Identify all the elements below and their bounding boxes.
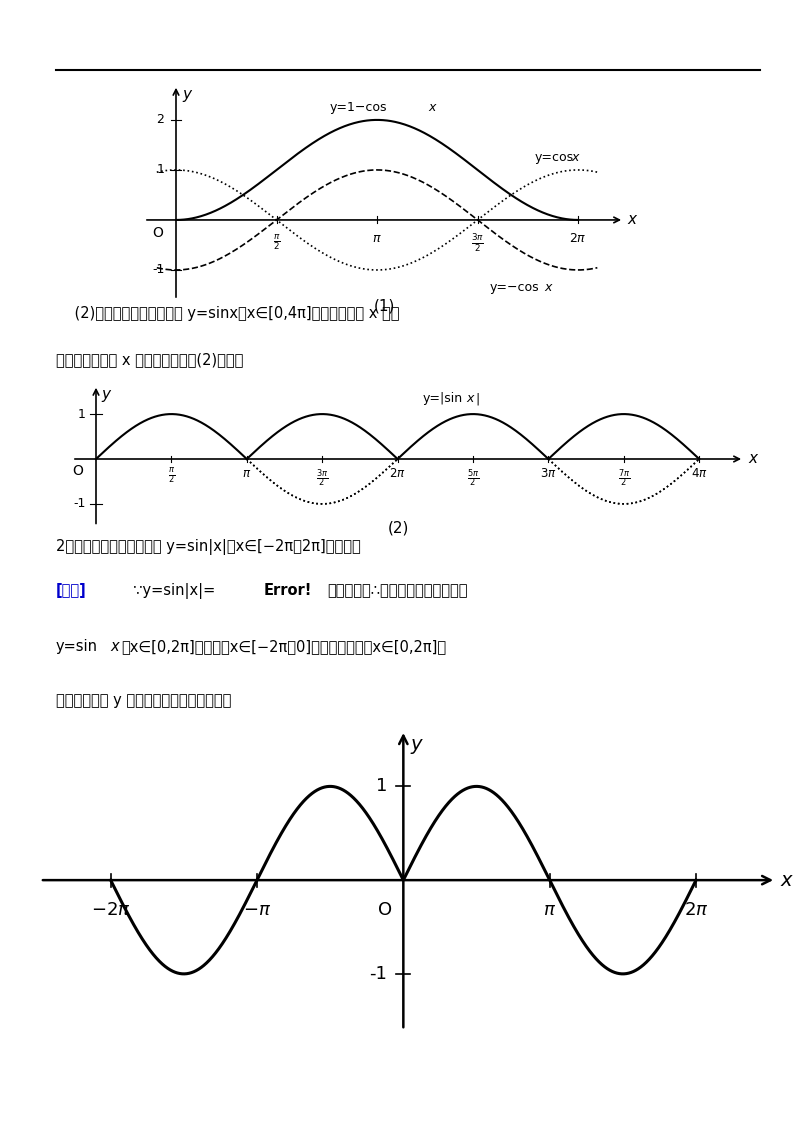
Text: $2\pi$: $2\pi$ — [390, 468, 406, 480]
Text: O: O — [72, 464, 83, 479]
Text: x: x — [627, 213, 636, 228]
Text: 1: 1 — [376, 778, 387, 796]
Text: $\frac{5\pi}{2}$: $\frac{5\pi}{2}$ — [467, 468, 479, 489]
Text: y=−cos: y=−cos — [490, 281, 539, 294]
Text: x: x — [749, 452, 758, 466]
Text: y: y — [182, 87, 191, 102]
Text: x: x — [571, 151, 579, 164]
Text: -1: -1 — [369, 964, 387, 983]
Text: y: y — [102, 387, 110, 402]
Text: (2)首先用五点法作出函数 y=sinx，x∈[0,4π]的图象，再将 x 轴下: (2)首先用五点法作出函数 y=sinx，x∈[0,4π]的图象，再将 x 轴下 — [56, 306, 399, 320]
Text: [解析]: [解析] — [56, 583, 86, 598]
Text: $\frac{\pi}{2}$: $\frac{\pi}{2}$ — [273, 232, 280, 251]
Text: (1): (1) — [374, 299, 394, 314]
Text: $-\pi$: $-\pi$ — [243, 901, 271, 919]
Text: O: O — [153, 226, 163, 240]
Text: x: x — [429, 101, 436, 114]
Text: x: x — [466, 392, 474, 405]
Text: y=1−cos: y=1−cos — [330, 101, 387, 114]
Text: 2: 2 — [157, 113, 165, 127]
Text: -1: -1 — [73, 497, 86, 511]
Text: y: y — [410, 735, 422, 754]
Text: y=sin: y=sin — [56, 638, 98, 654]
Text: 方的部分对称到 x 轴的上方．如图(2)所示．: 方的部分对称到 x 轴的上方．如图(2)所示． — [56, 352, 243, 368]
Text: $\frac{3\pi}{2}$: $\frac{3\pi}{2}$ — [316, 468, 328, 489]
Text: -1: -1 — [152, 264, 165, 276]
Text: $3\pi$: $3\pi$ — [540, 468, 557, 480]
Text: ，x∈[0,2π]的图象；x∈[−2π，0]的图象，只需将x∈[0,2π]的: ，x∈[0,2π]的图象；x∈[−2π，0]的图象，只需将x∈[0,2π]的 — [122, 638, 446, 654]
Text: Error!: Error! — [264, 583, 312, 598]
Text: x: x — [781, 871, 792, 890]
Text: y=|sin: y=|sin — [422, 392, 462, 405]
Text: |: | — [475, 392, 479, 405]
Text: $-2\pi$: $-2\pi$ — [91, 901, 130, 919]
Text: $\frac{3\pi}{2}$: $\frac{3\pi}{2}$ — [471, 232, 484, 255]
Text: (2): (2) — [388, 521, 409, 535]
Text: $\frac{7\pi}{2}$: $\frac{7\pi}{2}$ — [618, 468, 630, 489]
Text: $2\pi$: $2\pi$ — [684, 901, 708, 919]
Text: 为偶函数，∴首先用五点法作出函数: 为偶函数，∴首先用五点法作出函数 — [327, 583, 467, 598]
Text: 1: 1 — [157, 163, 165, 177]
Text: $\pi$: $\pi$ — [372, 232, 382, 246]
Text: O: O — [378, 901, 392, 919]
Text: 2、利用图象变换作出函数 y=sin|x|，x∈[−2π，2π]的简图．: 2、利用图象变换作出函数 y=sin|x|，x∈[−2π，2π]的简图． — [56, 539, 361, 555]
Text: 图象作出关于 y 轴对称的图象．如图所示．: 图象作出关于 y 轴对称的图象．如图所示． — [56, 693, 231, 709]
Text: x: x — [544, 281, 551, 294]
Text: $\pi$: $\pi$ — [543, 901, 556, 919]
Text: $2\pi$: $2\pi$ — [570, 232, 587, 246]
Text: y=cos: y=cos — [534, 151, 574, 164]
Text: ∵y=sin|x|=: ∵y=sin|x|= — [124, 583, 215, 599]
Text: x: x — [110, 638, 119, 654]
Text: 1: 1 — [78, 408, 86, 421]
Text: $\pi$: $\pi$ — [242, 468, 251, 480]
Text: $4\pi$: $4\pi$ — [691, 468, 707, 480]
Text: $\frac{\pi}{2}$: $\frac{\pi}{2}$ — [168, 468, 175, 486]
